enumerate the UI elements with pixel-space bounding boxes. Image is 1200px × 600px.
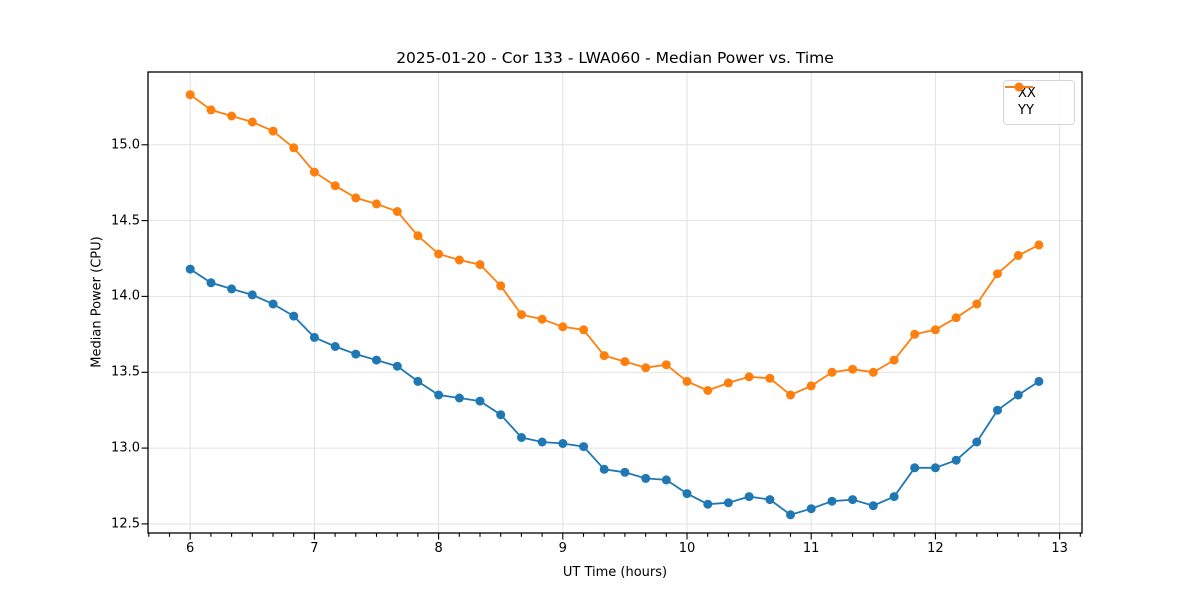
chart-title: 2025-01-20 - Cor 133 - LWA060 - Median P… [396,49,834,67]
x-tick-label: 6 [186,541,195,556]
x-tick-label: 12 [927,541,944,556]
x-tick-label: 7 [310,541,319,556]
series-yy-line [189,93,1040,397]
y-tick-label: 14.0 [111,288,140,304]
series-xx-line [189,268,1040,516]
legend-label-xx: XX [1018,86,1036,101]
legend: XX YY [1003,80,1075,125]
y-tick-label: 13.0 [111,440,140,456]
x-tick-label: 11 [802,541,820,556]
axis-ticks [141,144,1081,540]
x-tick-label: 8 [434,541,443,556]
y-tick-label: 13.5 [111,364,140,380]
plot-border [147,71,1083,534]
x-tick-label: 13 [1051,541,1068,556]
y-tick-label: 14.5 [111,213,140,229]
x-tick-label: 9 [558,541,567,556]
x-tick-label: 10 [678,541,696,556]
series-xx-markers [185,264,1044,520]
series-yy-markers [185,90,1044,400]
x-axis-label: UT Time (hours) [562,565,668,580]
legend-entry-yy: YY [1005,82,1066,119]
grid-lines [148,72,1082,533]
y-tick-label: 15.0 [111,137,140,153]
legend-label-yy: YY [1018,103,1034,118]
legend-line-sample-yy [1005,82,1033,92]
y-tick-label: 12.5 [111,516,140,532]
